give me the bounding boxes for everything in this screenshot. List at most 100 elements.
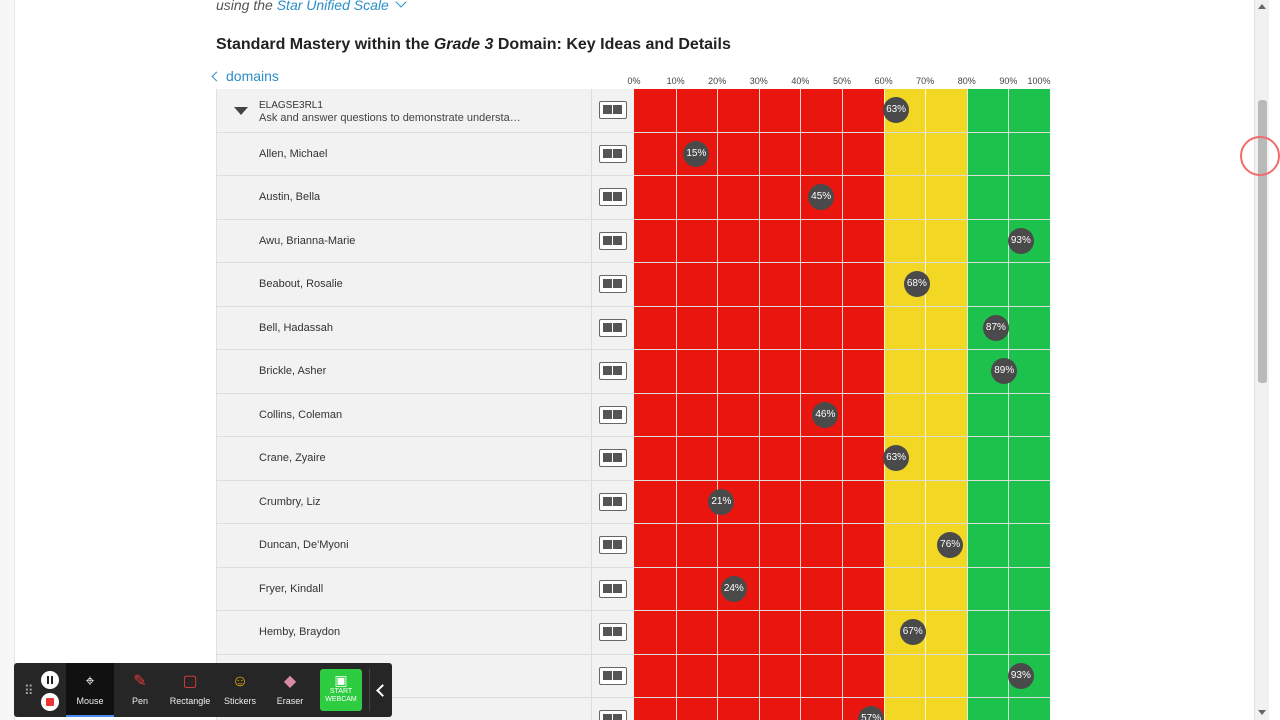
grid-line xyxy=(675,306,677,349)
grid-line xyxy=(1008,132,1010,175)
start-webcam-button[interactable]: ▣ START WEBCAM xyxy=(320,669,362,711)
grid-line xyxy=(966,437,968,480)
tool-pen-button[interactable]: ✎ Pen xyxy=(116,663,164,717)
back-to-domains-link[interactable]: domains xyxy=(211,68,279,84)
mouse-cursor-icon: ⌖ xyxy=(85,673,95,690)
columns-toggle-icon[interactable] xyxy=(599,405,627,424)
scale-tick-label: 90% xyxy=(999,76,1018,86)
stop-recording-button[interactable] xyxy=(41,693,59,711)
scale-tick-label: 10% xyxy=(666,76,685,86)
columns-toggle-icon[interactable] xyxy=(599,449,627,468)
columns-toggle-icon[interactable] xyxy=(599,623,627,642)
scrollbar-thumb[interactable] xyxy=(1258,100,1267,383)
student-row[interactable]: Crumbry, Liz 21% xyxy=(216,480,1050,524)
score-marker[interactable]: 87% xyxy=(982,314,1009,341)
grid-line xyxy=(758,524,760,567)
score-marker[interactable]: 67% xyxy=(899,619,926,646)
score-marker[interactable]: 24% xyxy=(720,575,747,602)
score-marker[interactable]: 57% xyxy=(858,706,885,720)
pause-recording-button[interactable] xyxy=(41,671,59,689)
score-marker[interactable]: 93% xyxy=(1007,662,1034,689)
student-row[interactable]: Hemby, Braydon 67% xyxy=(216,611,1050,655)
grid-line xyxy=(925,132,927,175)
student-row[interactable]: Austin, Bella 45% xyxy=(216,176,1050,220)
student-row[interactable]: Crane, Zyaire 63% xyxy=(216,437,1050,481)
score-marker[interactable]: 63% xyxy=(883,445,910,472)
eraser-icon: ◆ xyxy=(283,673,297,690)
student-row[interactable]: Awu, Brianna-Marie 93% xyxy=(216,219,1050,263)
grid-line xyxy=(966,350,968,393)
score-marker[interactable]: 15% xyxy=(683,140,710,167)
grid-line xyxy=(842,176,843,219)
star-unified-scale-link[interactable]: Star Unified Scale xyxy=(276,0,389,13)
columns-toggle-icon[interactable] xyxy=(599,492,627,511)
columns-toggle-icon[interactable] xyxy=(599,666,627,685)
mastery-bar: 15% xyxy=(634,132,1050,175)
collapse-caret-icon[interactable] xyxy=(234,107,248,115)
grid-line xyxy=(800,132,802,175)
student-row[interactable]: Fryer, Kindall 24% xyxy=(216,567,1050,611)
side-widget-button[interactable] xyxy=(1240,136,1280,176)
tool-mouse-button[interactable]: ⌖ Mouse xyxy=(66,663,114,717)
grid-line xyxy=(1008,176,1010,219)
drag-handle-icon[interactable]: ⠿ xyxy=(24,683,33,698)
student-row[interactable]: Allen, Michael 15% xyxy=(216,132,1050,176)
grid-line xyxy=(675,132,677,175)
standard-row[interactable]: ELAGSE3RL1 Ask and answer questions to de… xyxy=(216,89,1050,133)
view-toggle-cell xyxy=(591,567,634,610)
columns-toggle-icon[interactable] xyxy=(599,188,627,207)
columns-toggle-icon[interactable] xyxy=(599,318,627,337)
columns-toggle-icon[interactable] xyxy=(599,536,627,555)
mastery-bar: 89% xyxy=(634,350,1050,393)
view-toggle-cell xyxy=(591,437,634,480)
vertical-scrollbar[interactable] xyxy=(1254,0,1269,720)
mastery-bar: 87% xyxy=(634,306,1050,349)
score-marker[interactable]: 68% xyxy=(903,271,930,298)
columns-toggle-icon[interactable] xyxy=(599,275,627,294)
columns-toggle-icon[interactable] xyxy=(599,362,627,381)
student-row[interactable]: Bell, Hadassah 87% xyxy=(216,306,1050,350)
grid-line xyxy=(758,611,760,654)
columns-toggle-icon[interactable] xyxy=(599,101,627,120)
grid-line xyxy=(925,176,927,219)
scale-tick-label: 60% xyxy=(874,76,893,86)
score-marker[interactable]: 45% xyxy=(808,184,835,211)
chevron-down-icon[interactable] xyxy=(395,0,407,8)
scale-tick-label: 50% xyxy=(832,76,852,86)
grid-line xyxy=(925,480,927,523)
student-row[interactable]: Duncan, De'Myoni 76% xyxy=(216,524,1050,568)
score-marker[interactable]: 21% xyxy=(708,488,735,515)
collapse-toolbar-button[interactable] xyxy=(369,669,390,711)
scale-tick-label: 70% xyxy=(916,76,935,86)
tool-label: Eraser xyxy=(276,696,304,706)
student-row[interactable]: Brickle, Asher 89% xyxy=(216,350,1050,394)
columns-toggle-icon[interactable] xyxy=(599,710,627,720)
student-row[interactable]: 93% xyxy=(216,654,1050,698)
score-marker[interactable]: 76% xyxy=(937,532,964,559)
view-toggle-cell xyxy=(591,480,634,523)
score-marker[interactable]: 63% xyxy=(883,97,910,124)
student-label-cell: Fryer, Kindall xyxy=(216,567,591,610)
score-marker[interactable]: 93% xyxy=(1007,227,1034,254)
grid-line xyxy=(842,524,843,567)
student-row[interactable]: Beabout, Rosalie 68% xyxy=(216,263,1050,307)
grid-line xyxy=(883,524,885,567)
scroll-up-arrow-icon[interactable] xyxy=(1258,4,1266,9)
scroll-down-arrow-icon[interactable] xyxy=(1258,710,1266,715)
view-toggle-cell xyxy=(591,654,634,697)
grid-line xyxy=(925,306,927,349)
tool-eraser-button[interactable]: ◆ Eraser xyxy=(266,663,314,717)
columns-toggle-icon[interactable] xyxy=(599,579,627,598)
score-marker[interactable]: 46% xyxy=(812,401,839,428)
scale-tick-label: 80% xyxy=(957,76,976,86)
columns-toggle-icon[interactable] xyxy=(599,231,627,250)
grid-line xyxy=(966,393,968,436)
score-marker[interactable]: 89% xyxy=(991,358,1018,385)
grid-line xyxy=(758,89,760,132)
tool-stickers-button[interactable]: ☺ Stickers xyxy=(216,663,264,717)
tool-rectangle-button[interactable]: ▢ Rectangle xyxy=(166,663,214,717)
columns-toggle-icon[interactable] xyxy=(599,144,627,163)
grid-line xyxy=(800,393,802,436)
student-row[interactable]: Collins, Coleman 46% xyxy=(216,393,1050,437)
grid-line xyxy=(675,437,677,480)
